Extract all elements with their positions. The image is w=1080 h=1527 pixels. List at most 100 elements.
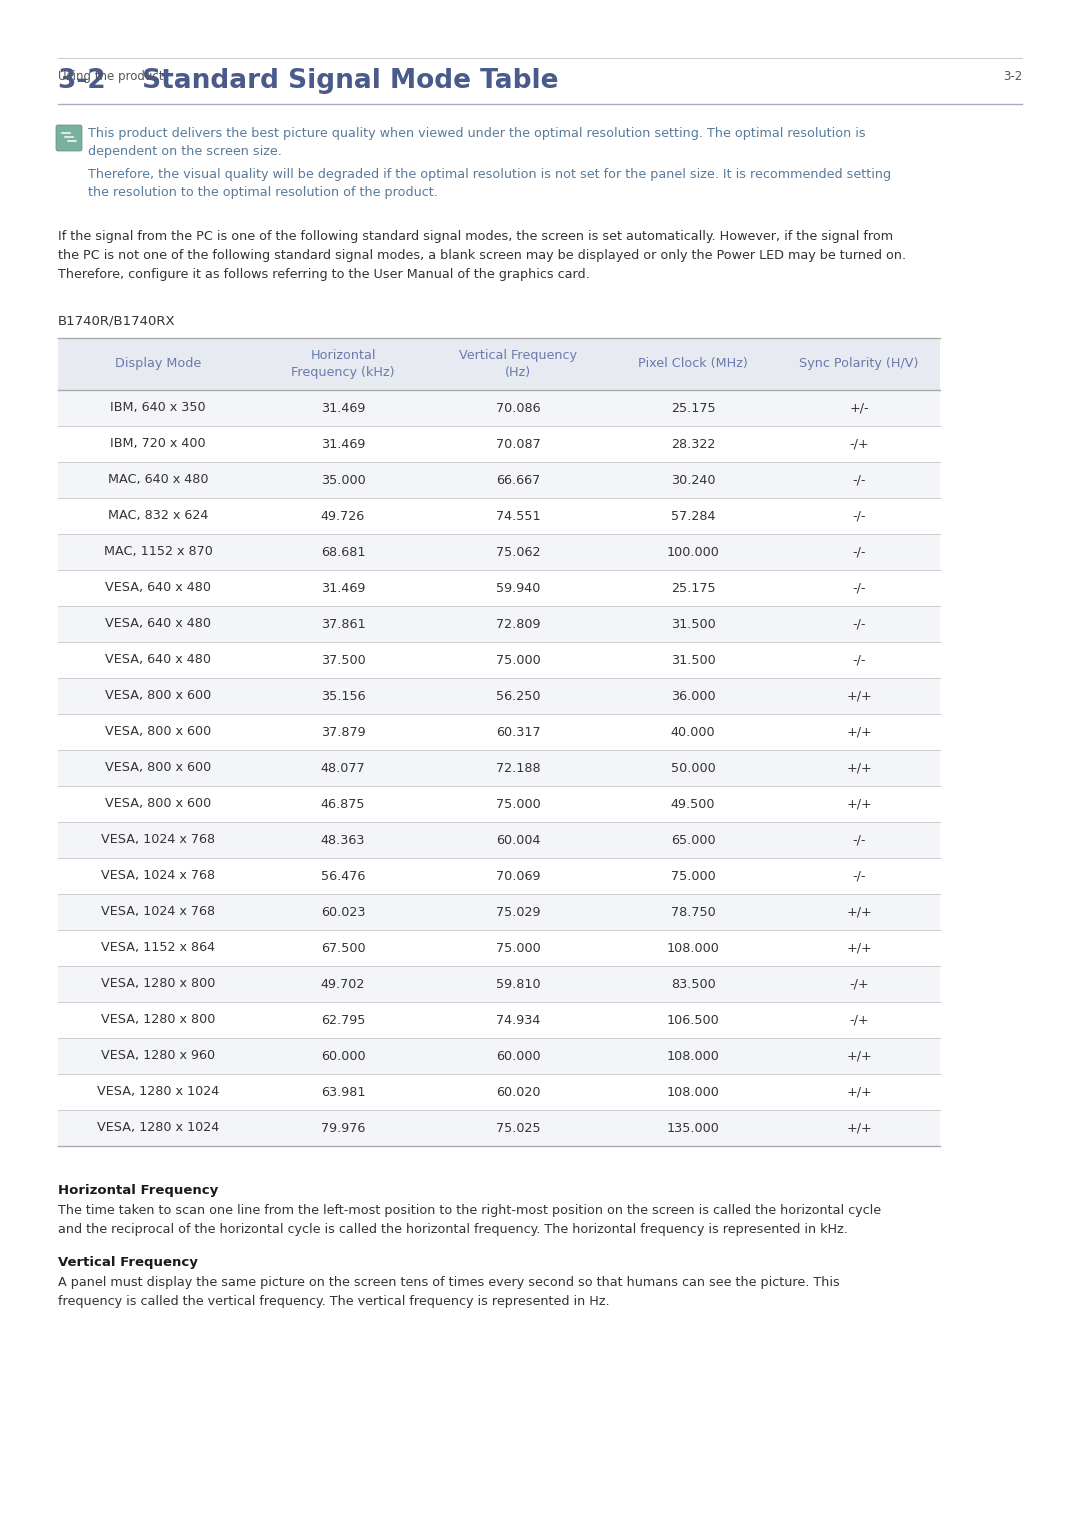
Text: VESA, 800 x 600: VESA, 800 x 600 (105, 725, 211, 739)
Text: 68.681: 68.681 (321, 545, 365, 559)
Text: 70.086: 70.086 (496, 402, 540, 414)
Text: 48.077: 48.077 (321, 762, 365, 774)
Text: -/-: -/- (852, 869, 866, 883)
Text: 75.029: 75.029 (496, 906, 540, 919)
Text: +/+: +/+ (846, 906, 872, 919)
Text: Sync Polarity (H/V): Sync Polarity (H/V) (799, 357, 919, 371)
Text: 108.000: 108.000 (666, 1086, 719, 1098)
Text: +/+: +/+ (846, 797, 872, 811)
Text: 37.879: 37.879 (321, 725, 365, 739)
Text: 62.795: 62.795 (321, 1014, 365, 1026)
Text: 37.500: 37.500 (321, 654, 365, 666)
FancyBboxPatch shape (56, 125, 82, 151)
Bar (58, 893, 940, 930)
Text: VESA, 640 x 480: VESA, 640 x 480 (105, 617, 211, 631)
Text: -/-: -/- (852, 473, 866, 487)
Text: 83.500: 83.500 (671, 977, 715, 991)
Text: 30.240: 30.240 (671, 473, 715, 487)
Text: VESA, 1280 x 960: VESA, 1280 x 960 (100, 1049, 215, 1063)
Text: VESA, 800 x 600: VESA, 800 x 600 (105, 762, 211, 774)
Text: 60.000: 60.000 (496, 1049, 540, 1063)
Text: +/+: +/+ (846, 1049, 872, 1063)
Text: 57.284: 57.284 (671, 510, 715, 522)
Text: 70.069: 70.069 (496, 869, 540, 883)
Text: Pixel Clock (MHz): Pixel Clock (MHz) (638, 357, 747, 371)
Text: +/-: +/- (849, 402, 868, 414)
Text: 48.363: 48.363 (321, 834, 365, 846)
Bar (58, 678, 940, 715)
Text: 60.317: 60.317 (496, 725, 540, 739)
Text: 75.000: 75.000 (671, 869, 715, 883)
Bar (58, 858, 940, 893)
Text: 135.000: 135.000 (666, 1121, 719, 1135)
Text: -/+: -/+ (849, 438, 868, 450)
Text: Vertical Frequency
(Hz): Vertical Frequency (Hz) (459, 350, 577, 379)
Bar (58, 930, 940, 967)
Text: 37.861: 37.861 (321, 617, 365, 631)
Text: VESA, 1280 x 800: VESA, 1280 x 800 (100, 977, 215, 991)
Text: +/+: +/+ (846, 690, 872, 702)
Text: 60.004: 60.004 (496, 834, 540, 846)
Text: 75.000: 75.000 (496, 797, 540, 811)
Bar (58, 463, 940, 498)
Text: 35.000: 35.000 (321, 473, 365, 487)
Text: MAC, 640 x 480: MAC, 640 x 480 (108, 473, 208, 487)
Text: -/-: -/- (852, 545, 866, 559)
Text: Vertical Frequency: Vertical Frequency (58, 1257, 198, 1269)
Text: This product delivers the best picture quality when viewed under the optimal res: This product delivers the best picture q… (87, 127, 866, 157)
Text: 66.667: 66.667 (496, 473, 540, 487)
Text: Therefore, the visual quality will be degraded if the optimal resolution is not : Therefore, the visual quality will be de… (87, 168, 891, 199)
Text: 25.175: 25.175 (671, 582, 715, 594)
Text: IBM, 720 x 400: IBM, 720 x 400 (110, 438, 206, 450)
Text: IBM, 640 x 350: IBM, 640 x 350 (110, 402, 206, 414)
Text: VESA, 1024 x 768: VESA, 1024 x 768 (100, 906, 215, 919)
Text: 74.551: 74.551 (496, 510, 540, 522)
Bar (58, 426, 940, 463)
Text: +/+: +/+ (846, 1121, 872, 1135)
Text: MAC, 832 x 624: MAC, 832 x 624 (108, 510, 208, 522)
Text: 72.188: 72.188 (496, 762, 540, 774)
Bar (58, 337, 940, 389)
Text: Display Mode: Display Mode (114, 357, 201, 371)
Bar (58, 786, 940, 822)
Text: 36.000: 36.000 (671, 690, 715, 702)
Text: 75.062: 75.062 (496, 545, 540, 559)
Text: 31.469: 31.469 (321, 438, 365, 450)
Text: Horizontal
Frequency (kHz): Horizontal Frequency (kHz) (292, 350, 395, 379)
Text: 72.809: 72.809 (496, 617, 540, 631)
Text: 46.875: 46.875 (321, 797, 365, 811)
Text: 35.156: 35.156 (321, 690, 365, 702)
Text: -/+: -/+ (849, 1014, 868, 1026)
Text: If the signal from the PC is one of the following standard signal modes, the scr: If the signal from the PC is one of the … (58, 231, 906, 281)
Text: +/+: +/+ (846, 1086, 872, 1098)
Text: 59.810: 59.810 (496, 977, 540, 991)
Text: VESA, 800 x 600: VESA, 800 x 600 (105, 690, 211, 702)
Text: 49.500: 49.500 (671, 797, 715, 811)
Text: VESA, 1280 x 800: VESA, 1280 x 800 (100, 1014, 215, 1026)
Text: +/+: +/+ (846, 725, 872, 739)
Text: 56.250: 56.250 (496, 690, 540, 702)
Text: 67.500: 67.500 (321, 942, 365, 954)
Bar (58, 1038, 940, 1073)
Bar (58, 389, 940, 426)
Text: MAC, 1152 x 870: MAC, 1152 x 870 (104, 545, 213, 559)
Text: The time taken to scan one line from the left-most position to the right-most po: The time taken to scan one line from the… (58, 1203, 881, 1235)
Text: 79.976: 79.976 (321, 1121, 365, 1135)
Text: 106.500: 106.500 (666, 1014, 719, 1026)
Text: 25.175: 25.175 (671, 402, 715, 414)
Text: 40.000: 40.000 (671, 725, 715, 739)
Bar (58, 1073, 940, 1110)
Text: 49.702: 49.702 (321, 977, 365, 991)
Bar (58, 750, 940, 786)
Text: -/-: -/- (852, 834, 866, 846)
Text: 75.000: 75.000 (496, 654, 540, 666)
Text: 56.476: 56.476 (321, 869, 365, 883)
Text: VESA, 640 x 480: VESA, 640 x 480 (105, 654, 211, 666)
Text: 65.000: 65.000 (671, 834, 715, 846)
Text: 28.322: 28.322 (671, 438, 715, 450)
Text: 60.000: 60.000 (321, 1049, 365, 1063)
Text: +/+: +/+ (846, 942, 872, 954)
Text: VESA, 640 x 480: VESA, 640 x 480 (105, 582, 211, 594)
Bar (58, 570, 940, 606)
Text: 60.020: 60.020 (496, 1086, 540, 1098)
